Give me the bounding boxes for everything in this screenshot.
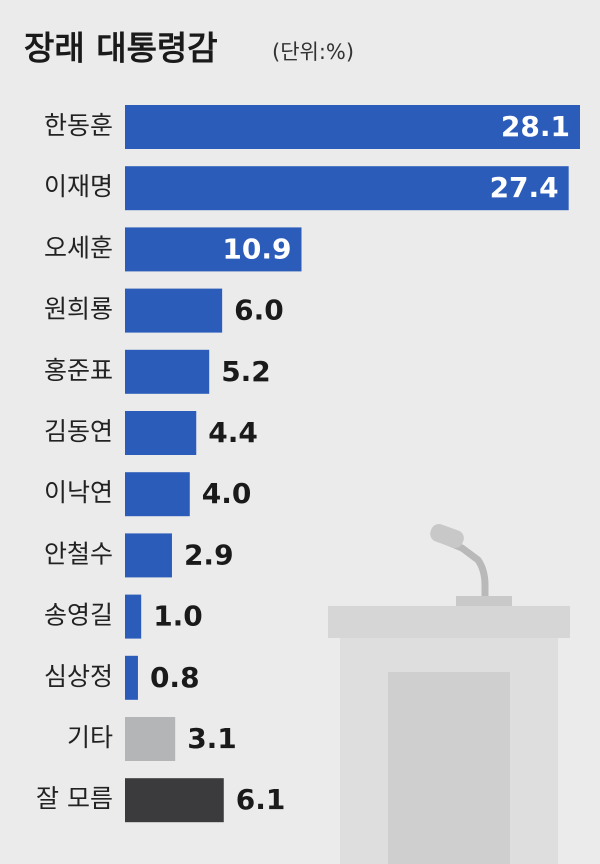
chart-title: 장래 대통령감 (24, 29, 218, 68)
value-label: 28.1 (501, 110, 570, 143)
bar (125, 778, 224, 823)
value-label: 10.9 (222, 232, 291, 265)
category-label: 홍준표 (44, 356, 113, 385)
value-label: 4.0 (202, 477, 252, 510)
value-label: 0.8 (150, 661, 200, 694)
category-label: 안철수 (44, 539, 113, 568)
bar (125, 105, 580, 149)
category-label: 잘 모름 (36, 784, 113, 813)
value-label: 6.1 (236, 783, 286, 816)
value-label: 5.2 (221, 355, 271, 388)
value-label: 6.0 (234, 294, 284, 327)
value-label: 1.0 (153, 600, 203, 633)
value-label: 3.1 (187, 722, 237, 755)
category-label: 심상정 (44, 662, 113, 691)
category-label: 김동연 (44, 417, 113, 446)
category-label: 이낙연 (44, 478, 113, 507)
bar (125, 533, 172, 578)
bar (125, 349, 210, 394)
category-label: 원희룡 (44, 295, 113, 324)
bar (125, 166, 569, 211)
value-label: 4.4 (208, 416, 258, 449)
podium-illustration (328, 523, 570, 864)
chart-subtitle: (단위:%) (272, 40, 354, 64)
value-label: 2.9 (184, 538, 234, 571)
bar (125, 594, 142, 639)
category-label: 오세훈 (44, 233, 113, 262)
category-label: 한동훈 (44, 111, 113, 140)
bar (125, 655, 138, 700)
category-label: 기타 (67, 723, 113, 752)
category-label: 송영길 (44, 601, 113, 630)
bar (125, 472, 190, 517)
bar (125, 227, 302, 272)
bar (125, 288, 223, 333)
bar (125, 717, 176, 761)
category-label: 이재명 (44, 172, 113, 201)
value-label: 27.4 (490, 171, 559, 204)
bar (125, 411, 197, 455)
